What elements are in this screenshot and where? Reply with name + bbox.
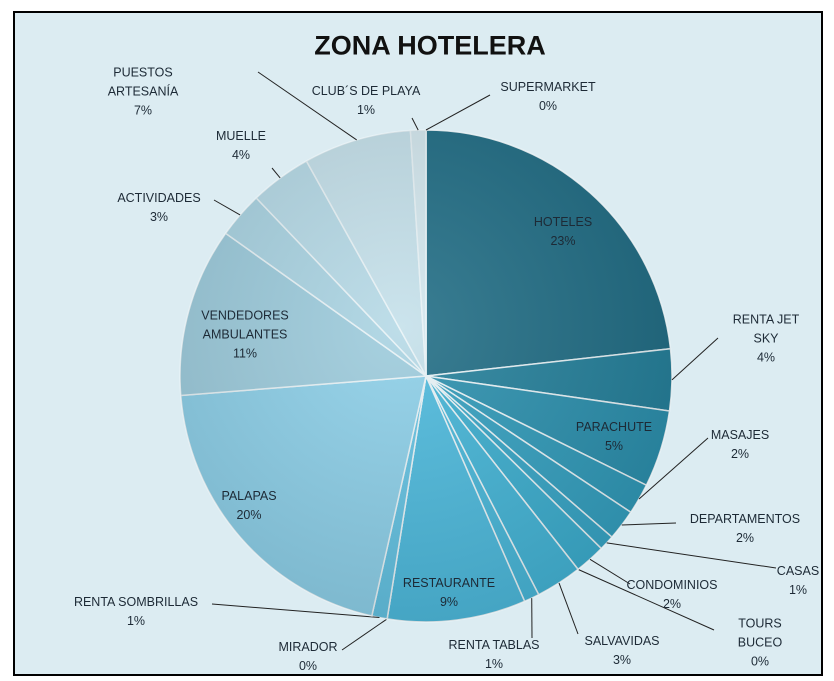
slice-label: DEPARTAMENTOS 2%: [690, 510, 800, 548]
category-label: SUPERMARKET: [500, 80, 596, 94]
category-label: CLUB´S DE PLAYA: [311, 84, 421, 98]
category-label: DEPARTAMENTOS: [689, 512, 801, 526]
category-label: RESTAURANTE: [402, 576, 496, 590]
category-label: RENTA TABLAS: [448, 638, 540, 652]
value-label: 2%: [662, 597, 682, 611]
pie-slice: [425, 129, 672, 377]
category-label: RENTA JET SKY: [732, 312, 800, 346]
slice-label: RENTA JET SKY 4%: [732, 311, 800, 368]
slice-label: PALAPAS 20%: [221, 487, 276, 525]
value-label: 11%: [232, 346, 258, 361]
value-label: 0%: [538, 99, 558, 113]
value-label: 7%: [133, 103, 153, 118]
leader-line: [671, 337, 719, 381]
category-label: HOTELES: [533, 215, 593, 229]
category-label: MASAJES: [710, 428, 770, 442]
category-label: VENDEDORES AMBULANTES: [201, 308, 289, 342]
slice-label: RESTAURANTE 9%: [403, 574, 495, 612]
slice-label: SALVAVIDAS 3%: [584, 632, 659, 670]
slice-label: ACTIVIDADES 3%: [117, 189, 200, 227]
value-label: 2%: [730, 447, 750, 461]
category-label: RENTA SOMBRILLAS: [73, 595, 199, 609]
category-label: CONDOMINIOS: [626, 578, 718, 592]
leader-line: [213, 199, 241, 216]
leader-line: [411, 117, 419, 131]
slice-label: HOTELES 23%: [534, 213, 592, 251]
slice-label: RENTA SOMBRILLAS 1%: [74, 593, 198, 631]
category-label: MUELLE: [215, 129, 267, 143]
leader-line: [558, 582, 579, 635]
slice-label: CASAS 1%: [777, 562, 819, 600]
leader-line: [425, 94, 491, 131]
value-label: 23%: [550, 234, 576, 248]
slice-label: SUPERMARKET 0%: [500, 78, 595, 116]
slice-label: PARACHUTE 5%: [576, 418, 652, 456]
category-label: PALAPAS: [221, 489, 277, 503]
category-label: MIRADOR: [278, 640, 338, 654]
value-label: 0%: [750, 654, 770, 669]
slice-label: MIRADOR 0%: [278, 638, 337, 676]
category-label: TOURS BUCEO: [737, 616, 783, 650]
slice-label: TOURS BUCEO 0%: [723, 615, 797, 672]
leader-line: [257, 71, 357, 141]
value-label: 2%: [735, 531, 755, 545]
category-label: PUESTOS ARTESANÍA: [107, 65, 179, 99]
value-label: 5%: [604, 439, 624, 453]
leader-line: [341, 618, 388, 651]
category-label: PARACHUTE: [575, 420, 653, 434]
category-label: CASAS: [776, 564, 820, 578]
value-label: 20%: [236, 508, 262, 522]
slice-label: VENDEDORES AMBULANTES 11%: [201, 307, 289, 364]
leader-line: [271, 167, 281, 179]
value-label: 1%: [356, 103, 376, 117]
value-label: 0%: [298, 659, 318, 673]
value-label: 3%: [612, 653, 632, 667]
value-label: 1%: [126, 614, 146, 628]
slice-label: PUESTOS ARTESANÍA 7%: [108, 64, 179, 121]
chart-title: ZONA HOTELERA: [314, 30, 546, 61]
category-label: SALVAVIDAS: [584, 634, 660, 648]
slice-label: CLUB´S DE PLAYA 1%: [312, 82, 421, 120]
value-label: 3%: [149, 210, 169, 224]
value-label: 4%: [756, 350, 776, 365]
slice-label: RENTA TABLAS 1%: [448, 636, 539, 674]
value-label: 1%: [788, 583, 808, 597]
slice-label: CONDOMINIOS 2%: [627, 576, 718, 614]
value-label: 4%: [231, 148, 251, 162]
leader-line: [589, 558, 631, 585]
value-label: 9%: [439, 595, 459, 609]
slice-label: MASAJES 2%: [711, 426, 769, 464]
leader-line: [621, 522, 677, 526]
value-label: 1%: [484, 657, 504, 671]
category-label: ACTIVIDADES: [117, 191, 201, 205]
slice-label: MUELLE 4%: [216, 127, 266, 165]
